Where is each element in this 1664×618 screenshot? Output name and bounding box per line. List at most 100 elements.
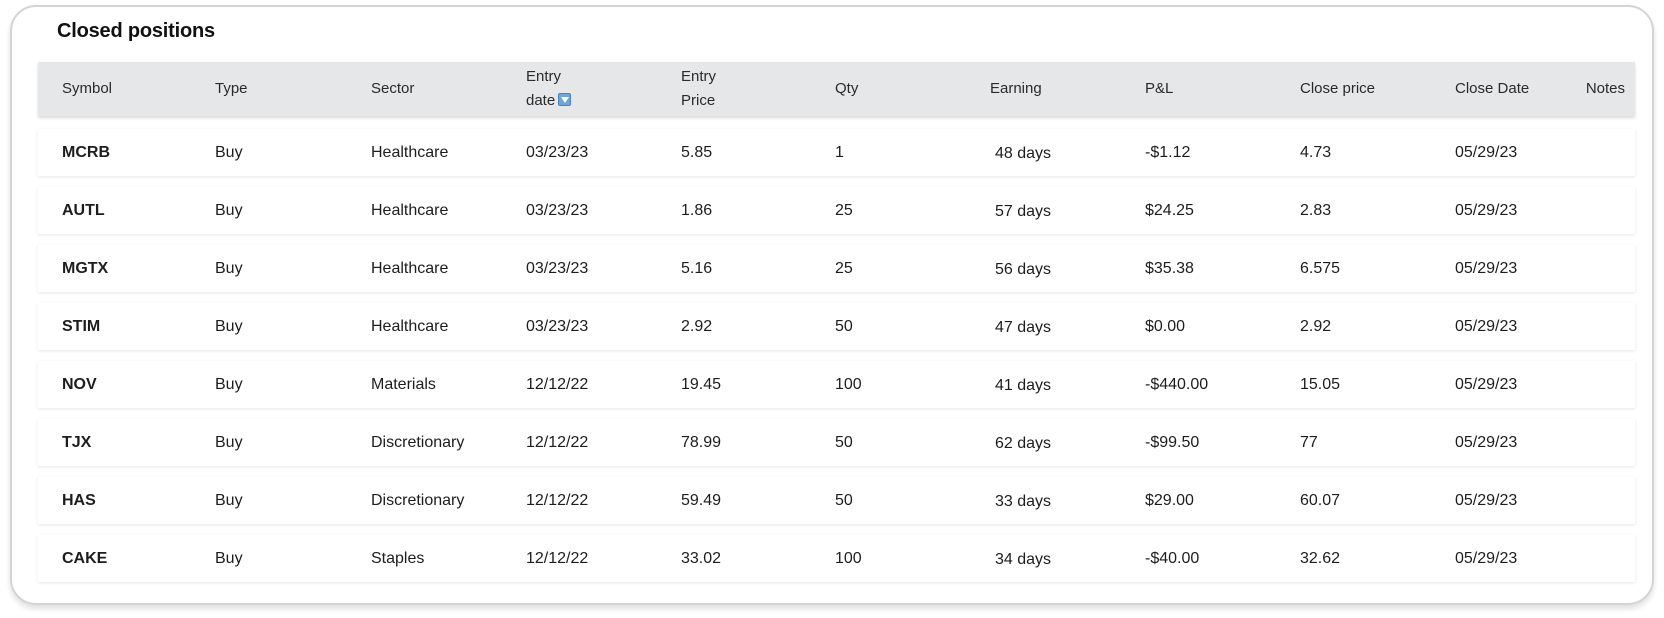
cell-close-price: 77 (1300, 433, 1318, 451)
table-row[interactable]: MCRB Buy Healthcare 03/23/23 5.85 1 48 d… (38, 129, 1635, 176)
cell-type: Buy (215, 317, 243, 335)
cell-sector: Discretionary (371, 433, 465, 451)
cell-qty: 1 (835, 143, 844, 161)
cell-qty: 25 (835, 259, 853, 277)
cell-close-date: 05/29/23 (1455, 259, 1518, 277)
cell-type: Buy (215, 259, 243, 277)
header-type[interactable]: Type (215, 62, 248, 116)
header-entry-date-label: date (526, 92, 556, 109)
header-pl-label: P&L (1145, 80, 1174, 97)
cell-qty: 50 (835, 317, 853, 335)
cell-earning: 57 days (995, 202, 1052, 220)
cell-close-date: 05/29/23 (1455, 491, 1518, 509)
cell-pl: $29.00 (1145, 491, 1194, 509)
header-symbol-label: Symbol (62, 80, 113, 97)
cell-earning: 56 days (995, 260, 1052, 278)
sort-descending-icon[interactable] (558, 93, 572, 106)
cell-sector: Discretionary (371, 491, 465, 509)
table-row[interactable]: CAKE Buy Staples 12/12/22 33.02 100 34 d… (38, 535, 1635, 582)
table-header: Symbol Type Sector Entry date Entry Pric… (38, 62, 1635, 116)
cell-entry-price: 19.45 (681, 375, 722, 393)
cell-close-price: 2.92 (1300, 317, 1332, 335)
table-row[interactable]: STIM Buy Healthcare 03/23/23 2.92 50 47 … (38, 303, 1635, 350)
cell-close-date: 05/29/23 (1455, 375, 1518, 393)
header-qty[interactable]: Qty (835, 62, 858, 116)
table-row[interactable]: NOV Buy Materials 12/12/22 19.45 100 41 … (38, 361, 1635, 408)
cell-close-price: 15.05 (1300, 375, 1341, 393)
cell-close-date: 05/29/23 (1455, 317, 1518, 335)
cell-qty: 100 (835, 375, 862, 393)
cell-type: Buy (215, 201, 243, 219)
header-entry-price[interactable]: Entry Price (681, 62, 716, 116)
cell-earning: 33 days (995, 492, 1052, 510)
header-entry-price-line2: Price (681, 92, 716, 109)
cell-type: Buy (215, 433, 243, 451)
cell-symbol: AUTL (62, 201, 105, 219)
cell-entry-price: 59.49 (681, 491, 722, 509)
cell-entry-price: 5.85 (681, 143, 713, 161)
cell-qty: 50 (835, 433, 853, 451)
cell-entry-date: 12/12/22 (526, 375, 589, 393)
cell-pl: -$1.12 (1145, 143, 1191, 161)
cell-entry-price: 5.16 (681, 259, 713, 277)
cell-pl: -$99.50 (1145, 433, 1200, 451)
cell-entry-date: 12/12/22 (526, 491, 589, 509)
cell-type: Buy (215, 375, 243, 393)
cell-earning: 34 days (995, 550, 1052, 568)
header-pl[interactable]: P&L (1145, 62, 1173, 116)
cell-symbol: MCRB (62, 143, 110, 161)
cell-earning: 47 days (995, 318, 1052, 336)
cell-earning: 62 days (995, 434, 1052, 452)
header-close-price[interactable]: Close price (1300, 62, 1375, 116)
cell-entry-price: 2.92 (681, 317, 713, 335)
cell-entry-date: 12/12/22 (526, 433, 589, 451)
header-qty-label: Qty (835, 80, 859, 97)
cell-pl: $35.38 (1145, 259, 1194, 277)
table-row[interactable]: MGTX Buy Healthcare 03/23/23 5.16 25 56 … (38, 245, 1635, 292)
cell-close-date: 05/29/23 (1455, 433, 1518, 451)
cell-entry-price: 78.99 (681, 433, 722, 451)
cell-sector: Healthcare (371, 201, 449, 219)
cell-sector: Staples (371, 549, 425, 567)
cell-symbol: CAKE (62, 549, 108, 567)
header-earning[interactable]: Earning (990, 62, 1042, 116)
cell-close-price: 32.62 (1300, 549, 1341, 567)
header-notes[interactable]: Notes (1586, 62, 1625, 116)
header-close-price-label: Close price (1300, 80, 1376, 97)
cell-entry-date: 03/23/23 (526, 143, 589, 161)
closed-positions-card: Closed positions Symbol Type Sector Entr… (10, 5, 1654, 605)
cell-symbol: MGTX (62, 259, 109, 277)
cell-entry-price: 33.02 (681, 549, 722, 567)
header-entry-date[interactable]: Entry date (526, 62, 572, 116)
header-notes-label: Notes (1585, 80, 1625, 97)
table-row[interactable]: HAS Buy Discretionary 12/12/22 59.49 50 … (38, 477, 1635, 524)
cell-earning: 41 days (995, 376, 1052, 394)
header-close-date[interactable]: Close Date (1455, 62, 1529, 116)
header-type-label: Type (215, 80, 248, 97)
cell-close-date: 05/29/23 (1455, 549, 1518, 567)
table-row[interactable]: TJX Buy Discretionary 12/12/22 78.99 50 … (38, 419, 1635, 466)
header-entry-date-line2: date (526, 89, 572, 113)
cell-close-price: 6.575 (1300, 259, 1341, 277)
cell-qty: 100 (835, 549, 862, 567)
cell-qty: 50 (835, 491, 853, 509)
header-sector[interactable]: Sector (371, 62, 414, 116)
cell-pl: $0.00 (1145, 317, 1186, 335)
header-entry-date-line1: Entry (526, 68, 562, 85)
cell-symbol: HAS (62, 491, 96, 509)
cell-close-price: 2.83 (1300, 201, 1332, 219)
cell-entry-price: 1.86 (681, 201, 713, 219)
cell-sector: Healthcare (371, 143, 449, 161)
cell-symbol: NOV (62, 375, 97, 393)
cell-type: Buy (215, 549, 243, 567)
cell-pl: -$40.00 (1145, 549, 1200, 567)
header-sector-label: Sector (371, 80, 415, 97)
cell-entry-date: 12/12/22 (526, 549, 589, 567)
header-entry-price-line1: Entry (681, 68, 717, 85)
header-symbol[interactable]: Symbol (62, 62, 112, 116)
cell-entry-date: 03/23/23 (526, 259, 589, 277)
cell-type: Buy (215, 143, 243, 161)
cell-type: Buy (215, 491, 243, 509)
cell-earning: 48 days (995, 144, 1052, 162)
table-row[interactable]: AUTL Buy Healthcare 03/23/23 1.86 25 57 … (38, 187, 1635, 234)
